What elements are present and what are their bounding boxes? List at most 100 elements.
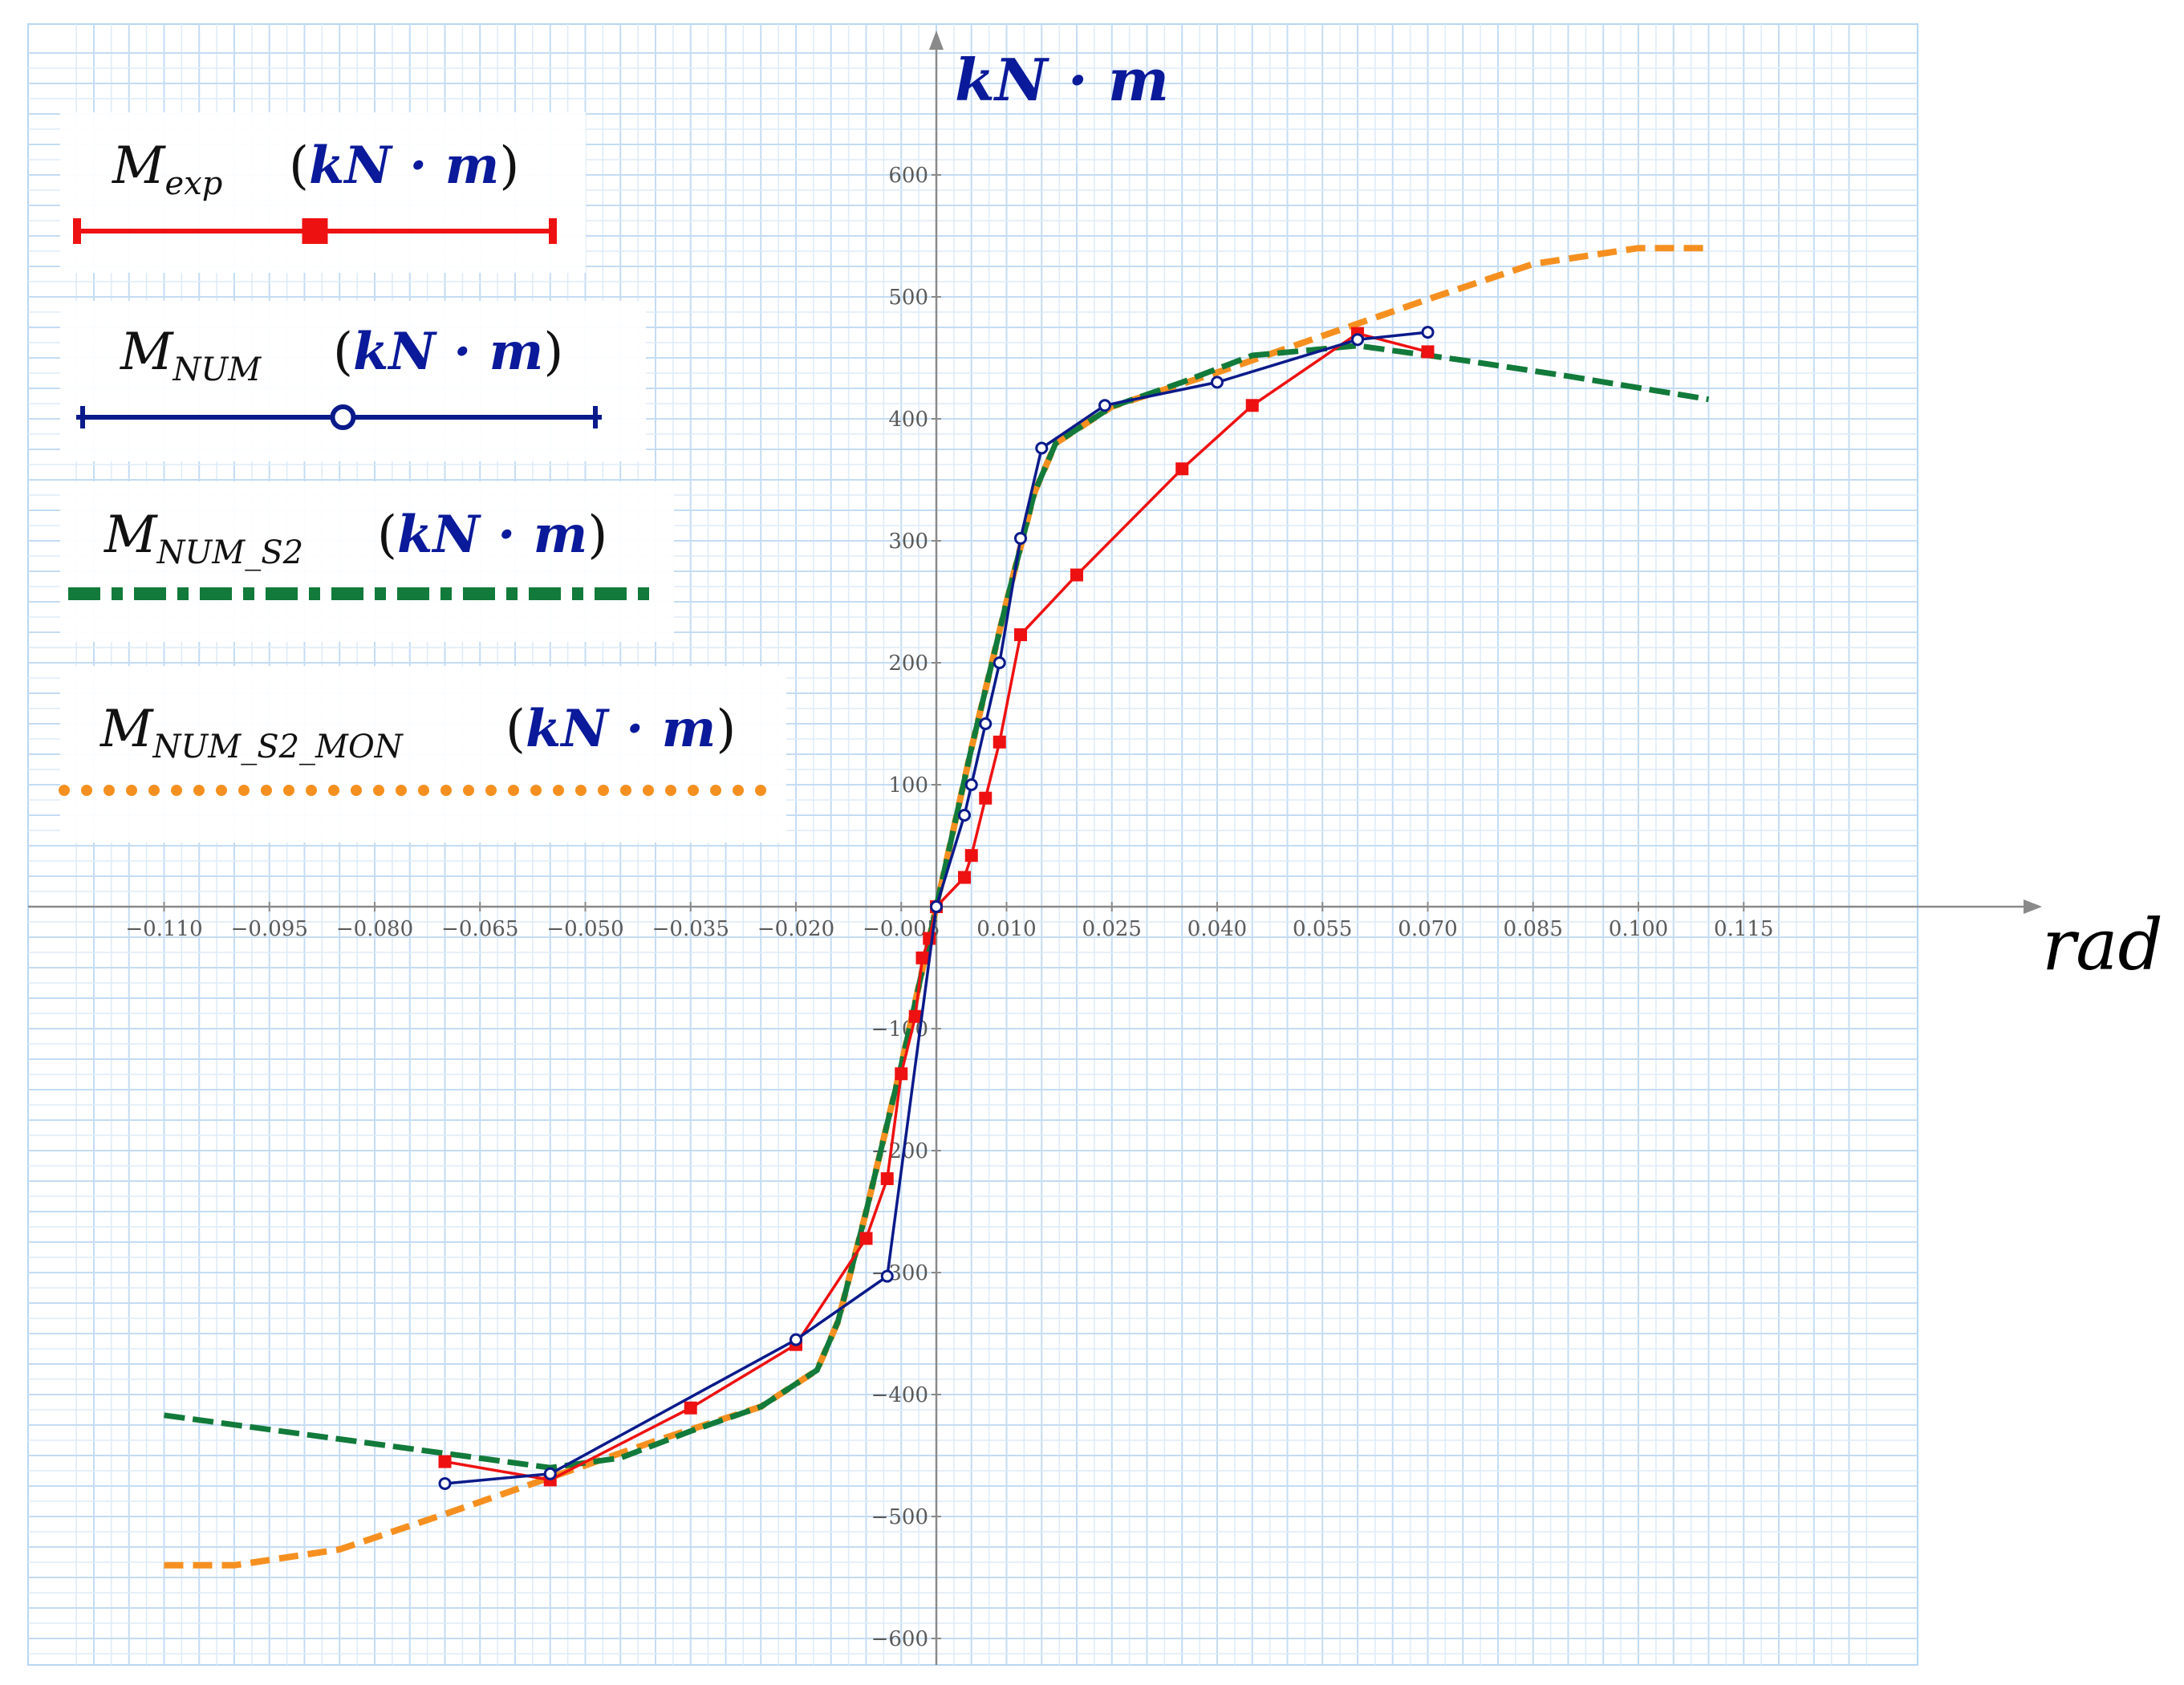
data-point [1421, 326, 1435, 339]
x-tick-label: −0.050 [546, 917, 623, 941]
data-point [1014, 628, 1027, 642]
legend-entry-M_NUM: MNUM (kN · m) [60, 301, 646, 461]
data-point [1035, 441, 1049, 455]
legend-entry-M_NUM_S2_MON: MNUM_S2_MON (kN · m) [59, 666, 786, 842]
data-point [908, 1009, 922, 1023]
legend-swatch-cap [73, 218, 81, 244]
data-point [1175, 462, 1189, 476]
legend-subscript: NUM [173, 351, 262, 388]
grid [27, 23, 1918, 1666]
data-point [915, 951, 929, 964]
legend-paren: ( [289, 136, 309, 196]
legend-paren: ( [505, 700, 526, 759]
legend-swatch-marker [302, 218, 328, 244]
legend-paren: ) [587, 506, 607, 565]
data-point [880, 1269, 894, 1283]
legend-unit: (kN · m) [289, 136, 519, 196]
x-tick-label: 0.100 [1609, 917, 1668, 941]
legend-unit: (kN · m) [505, 699, 736, 759]
y-tick-label: 400 [888, 408, 928, 432]
legend-subscript: exp [165, 165, 223, 202]
legend-box [60, 301, 646, 461]
legend-entry-M_NUM_S2: MNUM_S2 (kN · m) [60, 481, 674, 642]
x-tick-label: −0.095 [231, 917, 308, 941]
data-point [993, 656, 1006, 669]
x-axis-label: rad [2042, 903, 2163, 986]
data-point [993, 735, 1006, 749]
legend-subscript: NUM_S2_MON [152, 729, 404, 765]
legend-paren: ) [716, 700, 736, 759]
data-point [438, 1476, 452, 1490]
data-point [1421, 345, 1435, 359]
legend-main: M [120, 323, 174, 382]
legend-label: MNUM_S2 [104, 506, 303, 571]
legend-unit-text: kN · m [309, 136, 499, 196]
data-point [958, 809, 971, 822]
data-point [1351, 333, 1364, 347]
legend-swatch-marker [330, 404, 356, 430]
y-tick-label: 100 [888, 773, 928, 798]
x-tick-label: 0.085 [1504, 917, 1563, 941]
x-tick-label: −0.020 [757, 917, 834, 941]
x-tick-label: −0.035 [652, 917, 729, 941]
legend-label: MNUM [120, 323, 262, 388]
tick-labels: −0.110 −0.095 −0.080 −0.065 −0.050 −0.035 −0.0… [125, 164, 1773, 1651]
x-tick-label: 0.055 [1293, 917, 1352, 941]
data-point [880, 1171, 894, 1185]
legend-unit-text: kN · m [353, 322, 543, 382]
data-point [859, 1232, 873, 1245]
legend-label: Mexp [112, 136, 222, 202]
legend-subscript: NUM_S2 [156, 534, 304, 571]
data-point [790, 1333, 802, 1346]
y-tick-label: 600 [888, 164, 928, 188]
x-tick-label: −0.080 [336, 917, 413, 941]
data-point [1070, 568, 1083, 582]
x-axis-arrow [2024, 899, 2042, 914]
data-point [438, 1455, 452, 1468]
x-tick-label: 0.040 [1187, 917, 1247, 941]
series-M_NUM [438, 326, 1435, 1490]
data-point [958, 871, 971, 884]
data-point [543, 1467, 557, 1480]
legend-box [60, 666, 786, 842]
x-tick-label: 0.010 [976, 917, 1036, 941]
legend-paren: ) [543, 323, 563, 382]
legend-entry-M_exp: Mexp (kN · m) [60, 112, 586, 273]
y-axis-label: kN · m [955, 46, 1169, 114]
legend-swatch-cap [549, 218, 557, 244]
y-tick-label: 200 [888, 652, 928, 676]
x-tick-label: −0.110 [125, 917, 202, 941]
data-point [895, 1067, 908, 1081]
legend-main: M [99, 700, 154, 759]
y-axis-arrow [929, 30, 944, 50]
data-point [979, 717, 993, 730]
x-tick-label: 0.070 [1398, 917, 1457, 941]
data-point [930, 900, 943, 913]
y-tick-label: −500 [871, 1505, 928, 1529]
data-point [979, 791, 993, 805]
legend-paren: ) [499, 136, 519, 196]
y-tick-label: 300 [888, 530, 928, 554]
legend-paren: ( [333, 323, 353, 382]
data-point [1211, 376, 1224, 389]
data-point [1014, 531, 1027, 545]
legend-main: M [104, 506, 158, 565]
legend-unit: (kN · m) [377, 505, 607, 565]
legend: Mexp (kN · m)MNUM (kN · m)MNUM_S2 (kN · m)M… [59, 112, 786, 842]
y-tick-label: −400 [871, 1383, 928, 1407]
y-tick-label: −600 [871, 1627, 928, 1651]
legend-paren: ( [377, 506, 397, 565]
legend-label: MNUM_S2_MON [99, 700, 404, 765]
data-point [964, 849, 978, 863]
legend-unit: (kN · m) [333, 322, 563, 382]
x-tick-label: 0.025 [1082, 917, 1142, 941]
legend-box [60, 481, 674, 642]
y-tick-label: 500 [888, 286, 928, 310]
legend-unit-text: kN · m [526, 699, 716, 759]
data-point [1098, 399, 1111, 412]
data-point [964, 778, 978, 791]
data-point [684, 1401, 697, 1415]
x-tick-label: −0.065 [441, 917, 518, 941]
legend-main: M [112, 136, 166, 196]
